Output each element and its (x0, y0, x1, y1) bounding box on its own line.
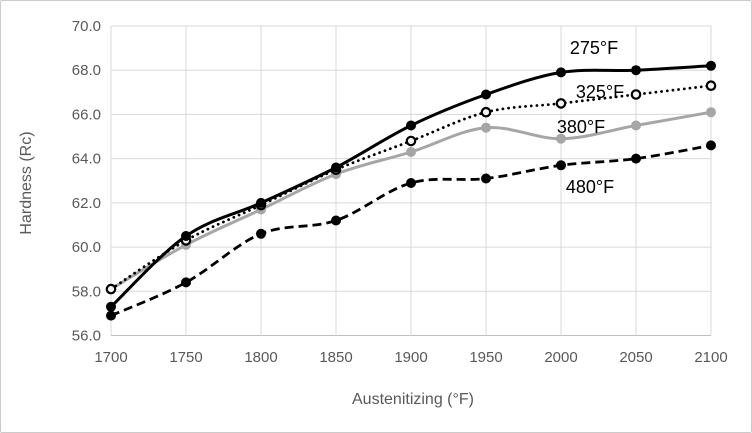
y-tick-62: 62.0 (72, 195, 101, 212)
marker-480f-2050 (631, 153, 641, 164)
marker-380f-1950 (481, 122, 491, 133)
marker-275f-1700 (106, 301, 116, 312)
x-tick-1950: 1950 (469, 349, 502, 366)
marker-480f-1800 (256, 228, 266, 239)
marker-325f-2100 (705, 80, 717, 91)
series-label-325f: 325°F (576, 82, 624, 102)
marker-380f-2000 (556, 133, 566, 144)
marker-275f-2100 (706, 60, 716, 71)
y-tick-58: 58.0 (72, 283, 101, 300)
marker-325f-1700 (105, 283, 117, 295)
series-label-380f: 380°F (557, 117, 605, 137)
x-tick-2050: 2050 (619, 349, 652, 366)
x-tick-1700: 1700 (94, 349, 127, 366)
series-label-480f: 480°F (566, 177, 614, 197)
tick-labels: 56.0 58.0 60.0 62.0 64.0 66.0 68.0 70.0 1700 1750… (72, 18, 728, 366)
x-tick-2100: 2100 (694, 349, 727, 366)
marker-325f-1950 (480, 106, 492, 118)
marker-380f-1900 (406, 147, 416, 157)
marker-325f-2000 (555, 98, 567, 109)
marker-480f-1750 (181, 277, 191, 288)
x-axis-title: Austenitizing (°F) (352, 391, 474, 408)
y-tick-68: 68.0 (72, 62, 101, 79)
marker-275f-1950 (481, 89, 491, 100)
marker-380f-2050 (631, 120, 641, 131)
marker-275f-1850 (331, 162, 341, 173)
series-labels: 380°F 325°F 480°F 275°F (557, 38, 624, 197)
y-axis-title: Hardness (Rc) (18, 131, 35, 234)
marker-480f-2100 (706, 140, 716, 151)
series-line-275f (109, 64, 712, 308)
y-tick-66: 66.0 (72, 106, 101, 123)
marker-275f-1750 (181, 231, 191, 241)
y-tick-64: 64.0 (72, 151, 101, 168)
x-tick-1850: 1850 (319, 349, 352, 366)
marker-325f-2050 (630, 89, 642, 100)
x-tick-2000: 2000 (544, 349, 577, 366)
y-tick-70: 70.0 (72, 18, 101, 35)
x-tick-1900: 1900 (394, 349, 427, 366)
marker-480f-2000 (556, 160, 566, 171)
marker-325f-1900 (405, 135, 417, 147)
x-tick-1750: 1750 (169, 349, 202, 366)
x-tick-1800: 1800 (244, 349, 277, 366)
marker-275f-1800 (256, 197, 266, 208)
marker-275f-2000 (556, 67, 566, 78)
marker-480f-1700 (106, 310, 116, 321)
marker-480f-1900 (406, 178, 416, 188)
y-tick-56: 56.0 (72, 328, 101, 345)
marker-480f-1850 (331, 215, 341, 226)
series-layer (105, 60, 717, 321)
marker-480f-1950 (481, 173, 491, 184)
marker-275f-2050 (631, 65, 641, 76)
marker-380f-2100 (706, 107, 716, 118)
series-label-275f: 275°F (570, 38, 618, 58)
marker-275f-1900 (406, 120, 416, 131)
y-tick-60: 60.0 (72, 239, 101, 256)
